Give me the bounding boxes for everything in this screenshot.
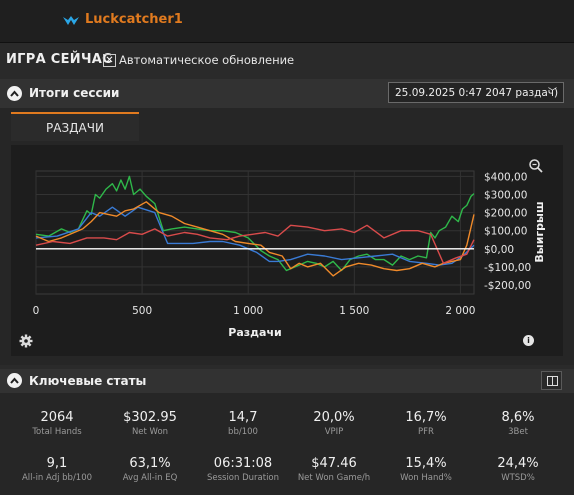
y-tick-label: $200,00 bbox=[484, 208, 527, 220]
auto-refresh-checkbox[interactable]: ✕ bbox=[103, 54, 116, 67]
info-icon[interactable]: i bbox=[523, 335, 534, 346]
stat-value: 63,1% bbox=[129, 456, 171, 471]
x-tick-label: 1 500 bbox=[339, 305, 369, 317]
key-stats-header: Ключевые статы bbox=[0, 369, 574, 393]
y-tick-label: -$100,00 bbox=[484, 262, 531, 274]
stat-label: PFR bbox=[418, 427, 434, 437]
stat-value: 16,7% bbox=[405, 410, 447, 425]
stat-value: 24,4% bbox=[497, 456, 539, 471]
session-select[interactable]: 25.09.2025 0:47 2047 раздач) ﹀ bbox=[388, 82, 564, 103]
key-stats-title: Ключевые статы bbox=[29, 374, 147, 388]
stat-item: $302.95 Net Won bbox=[104, 410, 196, 437]
y-tick-label: $400,00 bbox=[484, 171, 527, 183]
stat-item: 2064 Total Hands bbox=[11, 410, 103, 437]
x-tick-label: 1 000 bbox=[233, 305, 263, 317]
stat-value: 20,0% bbox=[313, 410, 355, 425]
now-playing-row: ИГРА СЕЙЧАС ✕ Автоматическое обновление bbox=[0, 46, 574, 74]
x-tick-label: 2 000 bbox=[445, 305, 475, 317]
stat-value: $47.46 bbox=[311, 456, 357, 471]
stat-label: Net Won Game/h bbox=[297, 473, 371, 483]
stat-label: VPIP bbox=[324, 427, 344, 437]
stat-label: Total Hands bbox=[32, 427, 82, 437]
stat-item: 14,7 bb/100 bbox=[197, 410, 289, 437]
logo-icon bbox=[63, 16, 79, 25]
chevron-up-icon bbox=[10, 90, 19, 97]
stat-label: Won Hand% bbox=[400, 473, 452, 483]
stat-value: 9,1 bbox=[46, 456, 68, 471]
y-tick-label: $0,00 bbox=[484, 244, 514, 256]
stat-item: 24,4% WTSD% bbox=[472, 456, 564, 483]
stat-item: 16,7% PFR bbox=[380, 410, 472, 437]
session-summary-panel: Итоги сессии 25.09.2025 0:47 2047 раздач… bbox=[0, 79, 574, 365]
y-tick-label: $100,00 bbox=[484, 226, 527, 238]
series-line-2 bbox=[35, 206, 475, 266]
stat-label: bb/100 bbox=[228, 427, 258, 437]
stat-value: 2064 bbox=[40, 410, 74, 425]
x-tick-label: 0 bbox=[33, 305, 40, 317]
stat-value: 06:31:08 bbox=[213, 456, 273, 471]
series-line-4 bbox=[35, 224, 475, 264]
session-summary-header: Итоги сессии 25.09.2025 0:47 2047 раздач… bbox=[0, 79, 574, 108]
session-select-value: 25.09.2025 0:47 2047 раздач) bbox=[395, 87, 559, 99]
stat-label: Session Duration bbox=[206, 473, 280, 483]
tab-hands[interactable]: РАЗДАЧИ bbox=[11, 112, 139, 141]
stat-label: Avg All-in EQ bbox=[122, 473, 178, 483]
stat-value: 8,6% bbox=[501, 410, 535, 425]
zoom-icon[interactable] bbox=[528, 158, 544, 174]
layout-toggle-button[interactable] bbox=[541, 371, 562, 390]
chevron-down-icon: ﹀ bbox=[547, 88, 557, 98]
stat-item: $47.46 Net Won Game/h bbox=[288, 456, 380, 483]
chart-area bbox=[11, 145, 563, 356]
stat-label: Net Won bbox=[131, 427, 169, 437]
stat-item: 8,6% 3Bet bbox=[472, 410, 564, 437]
y-tick-label: -$200,00 bbox=[484, 280, 531, 292]
collapse-session-button[interactable] bbox=[7, 86, 22, 101]
chevron-up-icon bbox=[10, 377, 19, 384]
key-stats-panel: Ключевые статы 2064 Total Hands $302.95 Net… bbox=[0, 369, 574, 495]
stat-value: $302.95 bbox=[123, 410, 177, 425]
x-axis-label: Раздачи bbox=[228, 326, 281, 339]
series-line-1 bbox=[35, 175, 475, 272]
stat-value: 15,4% bbox=[405, 456, 447, 471]
y-tick-label: $300,00 bbox=[484, 190, 527, 202]
stat-item: 20,0% VPIP bbox=[288, 410, 380, 437]
y-axis-label: Выигрыш bbox=[533, 201, 546, 262]
stat-label: All-in Adj bb/100 bbox=[21, 473, 93, 483]
x-tick-label: 500 bbox=[132, 305, 152, 317]
winnings-chart: 0 500 1 000 1 500 2 000 $400,00 $300,00 $200,0… bbox=[33, 170, 546, 339]
auto-refresh-label[interactable]: Автоматическое обновление bbox=[119, 53, 295, 67]
stat-label: 3Bet bbox=[508, 427, 528, 437]
username[interactable]: Luckcatcher1 bbox=[85, 12, 183, 27]
gear-icon[interactable] bbox=[19, 334, 33, 348]
top-bar: Luckcatcher1 bbox=[0, 0, 574, 43]
stat-item: 9,1 All-in Adj bb/100 bbox=[11, 456, 103, 483]
stat-item: 63,1% Avg All-in EQ bbox=[104, 456, 196, 483]
columns-icon bbox=[547, 376, 558, 386]
plot-frame bbox=[35, 170, 475, 295]
stat-value: 14,7 bbox=[228, 410, 258, 425]
session-summary-title: Итоги сессии bbox=[29, 86, 120, 100]
stat-item: 15,4% Won Hand% bbox=[380, 456, 472, 483]
stat-label: WTSD% bbox=[501, 473, 535, 483]
now-playing-title: ИГРА СЕЙЧАС bbox=[6, 52, 112, 67]
stat-item: 06:31:08 Session Duration bbox=[197, 456, 289, 483]
collapse-stats-button[interactable] bbox=[7, 373, 22, 388]
series-line-3 bbox=[35, 201, 475, 277]
